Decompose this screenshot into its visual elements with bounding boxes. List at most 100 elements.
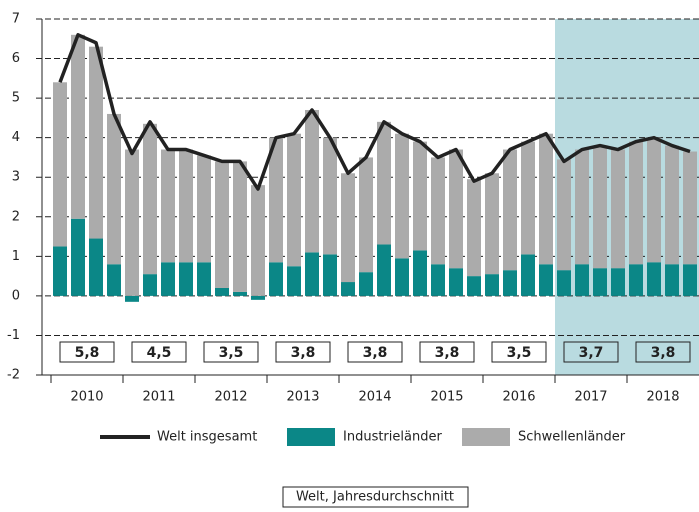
bar-schwellen bbox=[611, 149, 625, 269]
line-welt bbox=[58, 33, 691, 191]
x-tick-label: 2010 bbox=[70, 390, 103, 405]
bar-schwellen bbox=[143, 123, 157, 275]
average-label: 5,8 bbox=[75, 345, 100, 361]
y-tick-label: 6 bbox=[12, 51, 20, 66]
bar-schwellen bbox=[287, 133, 301, 267]
bar-industrie bbox=[233, 291, 247, 296]
bar-industrie bbox=[449, 268, 463, 296]
bar-industrie bbox=[629, 264, 643, 296]
bar-industrie bbox=[107, 264, 121, 296]
bar-schwellen bbox=[413, 141, 427, 251]
average-box bbox=[131, 341, 187, 363]
y-tick-label: 1 bbox=[12, 249, 20, 264]
bar-schwellen bbox=[683, 151, 697, 265]
x-tick-label: 2013 bbox=[286, 390, 319, 405]
bar-industrie bbox=[611, 268, 625, 296]
bar-schwellen bbox=[557, 159, 571, 271]
average-label: 3,5 bbox=[507, 345, 532, 361]
bar-schwellen bbox=[521, 141, 535, 255]
bar-schwellen bbox=[449, 149, 463, 269]
bar-schwellen bbox=[53, 82, 67, 247]
bar-industrie bbox=[557, 270, 571, 296]
bar-schwellen bbox=[359, 157, 373, 273]
legend-swatch bbox=[287, 428, 335, 446]
bar-industrie bbox=[575, 264, 589, 296]
bar-industrie bbox=[413, 250, 427, 296]
bar-schwellen bbox=[377, 121, 391, 245]
bar-industrie bbox=[593, 268, 607, 296]
bar-schwellen bbox=[107, 113, 121, 265]
average-label: 4,5 bbox=[147, 345, 172, 361]
y-tick-label: 2 bbox=[12, 209, 20, 224]
bar-industrie bbox=[287, 266, 301, 296]
x-tick-label: 2012 bbox=[214, 390, 247, 405]
bar-schwellen bbox=[197, 155, 211, 263]
x-tick-label: 2011 bbox=[142, 390, 175, 405]
bar-schwellen bbox=[395, 133, 409, 259]
x-tick-label: 2016 bbox=[502, 390, 535, 405]
bar-schwellen bbox=[179, 149, 193, 263]
x-tick-label: 2014 bbox=[358, 390, 391, 405]
bar-industrie bbox=[53, 246, 67, 296]
bar-industrie bbox=[467, 276, 481, 296]
bar-schwellen bbox=[125, 149, 139, 296]
y-tick-label: 3 bbox=[12, 170, 20, 185]
bar-industrie bbox=[341, 282, 355, 296]
bar-industrie bbox=[539, 264, 553, 296]
x-tick-label: 2018 bbox=[646, 390, 679, 405]
legend-label: Welt, Jahresdurchschnitt bbox=[296, 490, 454, 505]
bar-industrie bbox=[215, 287, 229, 296]
y-tick-label: 5 bbox=[12, 91, 20, 106]
bar-schwellen bbox=[647, 137, 661, 263]
bar-industrie bbox=[503, 270, 517, 296]
bar-schwellen bbox=[251, 185, 265, 296]
bar-industrie bbox=[179, 262, 193, 296]
y-tick-label: 0 bbox=[12, 288, 20, 303]
average-box bbox=[635, 341, 691, 363]
bar-schwellen bbox=[71, 34, 85, 219]
average-box bbox=[419, 341, 475, 363]
bar-schwellen bbox=[593, 145, 607, 269]
average-label: 3,7 bbox=[579, 345, 604, 361]
bar-industrie bbox=[431, 264, 445, 296]
bar-schwellen bbox=[665, 145, 679, 265]
bar-industrie bbox=[683, 264, 697, 296]
average-box bbox=[491, 341, 547, 363]
bar-schwellen bbox=[503, 149, 517, 271]
bar-schwellen bbox=[215, 161, 229, 288]
legend-label: Welt insgesamt bbox=[157, 430, 257, 445]
bar-industrie bbox=[521, 254, 535, 296]
average-label: 3,5 bbox=[219, 345, 244, 361]
bar-industrie bbox=[251, 295, 265, 300]
bar-industrie bbox=[161, 262, 175, 296]
bar-schwellen bbox=[341, 173, 355, 283]
bar-schwellen bbox=[89, 46, 103, 239]
bar-schwellen bbox=[161, 149, 175, 263]
average-label: 3,8 bbox=[363, 345, 388, 361]
average-label: 3,8 bbox=[291, 345, 316, 361]
legend-label: Schwellenländer bbox=[518, 430, 626, 445]
bar-industrie bbox=[143, 274, 157, 296]
x-tick-label: 2017 bbox=[574, 390, 607, 405]
bar-industrie bbox=[377, 244, 391, 296]
bar-industrie bbox=[89, 238, 103, 296]
bar-schwellen bbox=[269, 137, 283, 263]
bar-schwellen bbox=[431, 157, 445, 265]
y-tick-label: -2 bbox=[7, 368, 20, 383]
bar-industrie bbox=[197, 262, 211, 296]
average-box bbox=[275, 341, 331, 363]
bar-industrie bbox=[323, 254, 337, 296]
bar-schwellen bbox=[467, 179, 481, 277]
bar-industrie bbox=[395, 258, 409, 296]
average-box bbox=[347, 341, 403, 363]
legend-swatch bbox=[462, 428, 510, 446]
average-box bbox=[59, 341, 115, 363]
bar-industrie bbox=[359, 272, 373, 296]
average-label: 3,8 bbox=[435, 345, 460, 361]
y-tick-label: -1 bbox=[7, 328, 20, 343]
average-label: 3,8 bbox=[651, 345, 676, 361]
bar-industrie bbox=[665, 264, 679, 296]
bar-schwellen bbox=[233, 161, 247, 292]
legend-label: Industrieländer bbox=[343, 430, 442, 445]
